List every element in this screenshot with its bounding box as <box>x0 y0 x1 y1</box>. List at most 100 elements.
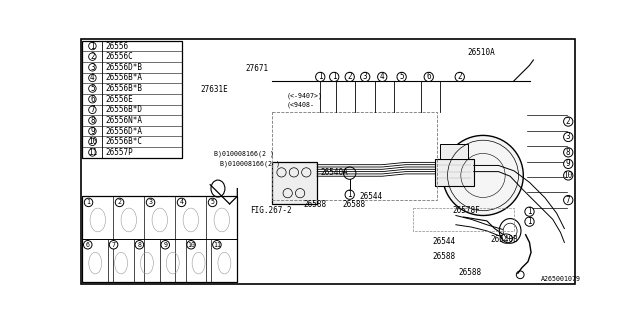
Circle shape <box>135 241 143 249</box>
Bar <box>440 144 467 159</box>
Text: 26510A: 26510A <box>467 48 495 57</box>
Text: 3: 3 <box>566 132 571 141</box>
Text: 10: 10 <box>88 137 97 146</box>
Text: 26556D*B: 26556D*B <box>106 63 143 72</box>
Text: 6: 6 <box>426 72 431 81</box>
Text: A265001079: A265001079 <box>541 276 581 282</box>
Text: 26556D*A: 26556D*A <box>106 127 143 136</box>
Text: 27631E: 27631E <box>200 84 228 93</box>
Text: 2: 2 <box>458 72 462 81</box>
Circle shape <box>212 241 221 249</box>
Text: 26544: 26544 <box>359 192 382 201</box>
Text: 4: 4 <box>380 72 385 81</box>
Text: 26544: 26544 <box>433 237 456 246</box>
Text: 26556B*D: 26556B*D <box>106 105 143 114</box>
Circle shape <box>525 207 534 216</box>
Circle shape <box>378 72 387 82</box>
Text: 26556C: 26556C <box>106 52 133 61</box>
Bar <box>272 162 317 204</box>
Text: 10: 10 <box>187 242 195 248</box>
Circle shape <box>564 196 573 205</box>
Circle shape <box>84 198 93 207</box>
Circle shape <box>424 72 433 82</box>
Circle shape <box>83 241 92 249</box>
Text: 3: 3 <box>148 199 152 205</box>
Text: 8: 8 <box>566 148 571 157</box>
Circle shape <box>109 241 118 249</box>
Text: 2: 2 <box>118 199 122 205</box>
Text: FIG.267-2: FIG.267-2 <box>250 206 292 215</box>
Circle shape <box>564 132 573 141</box>
Circle shape <box>316 72 325 82</box>
Circle shape <box>208 198 217 207</box>
Text: 8: 8 <box>90 116 95 125</box>
Circle shape <box>360 72 370 82</box>
Circle shape <box>115 198 124 207</box>
Circle shape <box>177 198 186 207</box>
Circle shape <box>330 72 339 82</box>
Circle shape <box>187 241 195 249</box>
Text: 26588: 26588 <box>433 252 456 261</box>
Circle shape <box>161 241 170 249</box>
Text: 4: 4 <box>180 199 184 205</box>
Text: 1: 1 <box>527 217 532 226</box>
Text: 26557P: 26557P <box>106 148 133 157</box>
Text: (<-9407>): (<-9407>) <box>286 92 322 99</box>
Text: 8: 8 <box>138 242 141 248</box>
Text: 26556B*C: 26556B*C <box>106 137 143 146</box>
Text: 1: 1 <box>86 199 90 205</box>
Circle shape <box>564 148 573 157</box>
Text: 26540B: 26540B <box>491 235 518 244</box>
Circle shape <box>564 159 573 169</box>
Text: (<9408-: (<9408- <box>286 101 314 108</box>
Text: 11: 11 <box>213 242 221 248</box>
Circle shape <box>397 72 406 82</box>
Text: 7: 7 <box>90 105 95 114</box>
Text: 26540A: 26540A <box>320 168 348 177</box>
Text: 7: 7 <box>566 196 571 204</box>
Circle shape <box>443 135 524 215</box>
Text: 7: 7 <box>111 242 116 248</box>
Text: 9: 9 <box>163 242 167 248</box>
Text: 10: 10 <box>564 171 573 180</box>
Text: 26556B*B: 26556B*B <box>106 84 143 93</box>
Text: 26556N*A: 26556N*A <box>106 116 143 125</box>
Text: 9: 9 <box>90 127 95 136</box>
Text: B)010008166(2 ): B)010008166(2 ) <box>220 160 280 166</box>
Circle shape <box>345 72 355 82</box>
Text: 5: 5 <box>90 84 95 93</box>
Text: 1: 1 <box>318 72 323 81</box>
Text: 26588: 26588 <box>303 200 326 209</box>
Text: 11: 11 <box>88 148 97 157</box>
Text: 3: 3 <box>363 72 367 81</box>
Text: 1: 1 <box>90 42 95 51</box>
Text: 6: 6 <box>90 95 95 104</box>
Text: B)010008166(2 ): B)010008166(2 ) <box>214 150 274 156</box>
Text: 27671: 27671 <box>245 64 268 73</box>
Text: 5: 5 <box>211 199 214 205</box>
Bar <box>83 196 237 283</box>
Text: 9: 9 <box>566 159 571 168</box>
Text: 26556E: 26556E <box>106 95 133 104</box>
Text: 1: 1 <box>348 190 352 199</box>
Text: 2: 2 <box>348 72 352 81</box>
Circle shape <box>564 171 573 180</box>
Text: 4: 4 <box>90 74 95 83</box>
Circle shape <box>345 190 355 199</box>
Text: 26588: 26588 <box>342 200 365 209</box>
Text: 5: 5 <box>399 72 404 81</box>
Text: 6: 6 <box>86 242 90 248</box>
Text: 2: 2 <box>90 52 95 61</box>
Text: 1: 1 <box>332 72 337 81</box>
Text: 2: 2 <box>566 117 571 126</box>
Text: 3: 3 <box>90 63 95 72</box>
Bar <box>435 159 474 186</box>
Circle shape <box>525 217 534 226</box>
Circle shape <box>455 72 465 82</box>
Text: 26578F: 26578F <box>452 206 480 215</box>
Circle shape <box>564 117 573 126</box>
Text: 26556B*A: 26556B*A <box>106 74 143 83</box>
Text: 1: 1 <box>527 207 532 216</box>
Bar <box>83 41 182 158</box>
Text: 26588: 26588 <box>458 268 481 277</box>
